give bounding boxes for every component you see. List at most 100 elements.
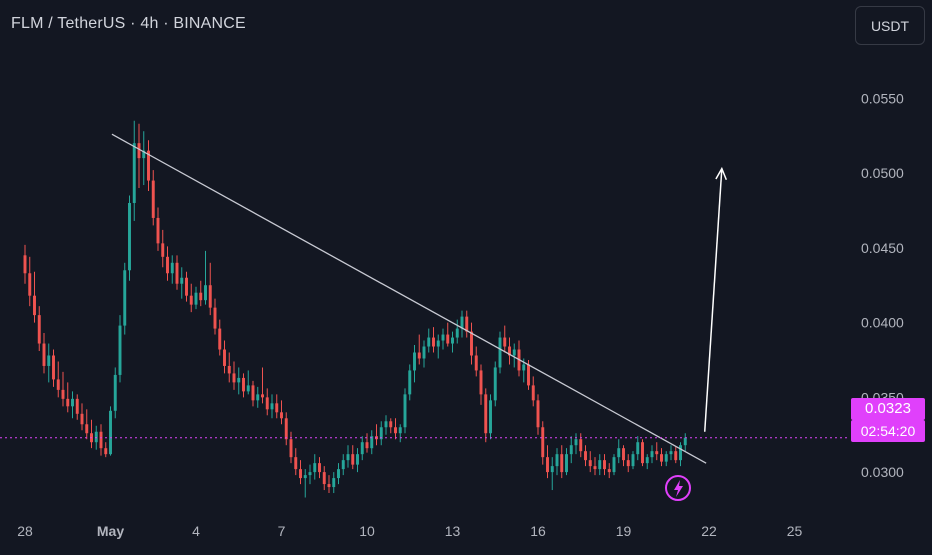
candle <box>441 328 445 350</box>
candle <box>33 271 36 323</box>
candle <box>470 322 473 365</box>
candle <box>109 406 112 456</box>
candle <box>128 195 131 281</box>
candle <box>337 463 340 485</box>
candle <box>313 454 317 480</box>
candle <box>61 371 65 407</box>
candle <box>683 433 687 452</box>
candle <box>536 394 540 435</box>
candle <box>237 367 241 395</box>
candle <box>42 333 46 374</box>
candle <box>166 246 169 281</box>
candle <box>508 337 511 365</box>
candle <box>603 454 606 476</box>
breakout-arrow[interactable] <box>703 166 728 432</box>
candle <box>123 262 127 335</box>
candle <box>90 419 93 449</box>
candle <box>28 256 32 307</box>
candle <box>617 439 621 464</box>
candle <box>674 446 678 464</box>
candle <box>180 267 184 299</box>
candle <box>574 433 578 455</box>
candle <box>408 364 412 401</box>
candle <box>204 250 207 305</box>
candle <box>99 424 103 456</box>
candle <box>194 286 198 310</box>
candle <box>327 475 331 494</box>
current-price-tag: 0.0323 <box>851 398 925 420</box>
candle <box>113 367 117 419</box>
candle <box>299 460 302 485</box>
candle <box>375 424 378 446</box>
candle <box>23 244 27 284</box>
candle <box>280 400 283 425</box>
candles <box>23 120 687 498</box>
candle <box>565 448 568 476</box>
candle <box>679 442 682 467</box>
candle <box>318 457 321 479</box>
candle <box>474 346 478 377</box>
candle <box>607 463 611 479</box>
candle <box>432 327 435 353</box>
candle <box>199 280 203 307</box>
candle <box>655 442 659 461</box>
candle <box>493 361 497 407</box>
candle <box>560 445 564 479</box>
candle <box>550 457 554 491</box>
candle <box>189 283 193 313</box>
alert-icon[interactable] <box>665 475 691 501</box>
x-tick-label: 22 <box>701 523 717 539</box>
currency-button[interactable]: USDT <box>855 6 925 45</box>
candle <box>584 445 587 467</box>
candle <box>389 418 393 434</box>
candle <box>208 262 212 316</box>
candle <box>261 367 264 404</box>
candle <box>370 430 374 455</box>
candle <box>422 340 426 368</box>
candle <box>645 454 649 470</box>
trendline[interactable] <box>111 133 707 464</box>
candle <box>588 451 592 473</box>
candle <box>489 394 492 440</box>
x-tick-label: 10 <box>359 523 375 539</box>
candle <box>531 376 535 407</box>
candle <box>232 361 236 390</box>
candle <box>427 328 431 353</box>
candle <box>546 445 549 479</box>
candle <box>555 448 559 476</box>
candle <box>626 454 630 473</box>
candle <box>465 310 469 338</box>
candle <box>104 442 108 458</box>
x-tick-label: May <box>97 523 124 539</box>
candle <box>161 229 165 268</box>
candle <box>403 388 407 434</box>
candle <box>322 466 326 491</box>
candle <box>356 448 359 473</box>
candle <box>346 445 350 468</box>
candle <box>227 352 231 383</box>
candle <box>541 421 545 465</box>
candle <box>213 298 217 335</box>
candle <box>436 334 440 359</box>
candle <box>579 433 583 458</box>
candle <box>137 123 141 189</box>
candle <box>270 394 274 419</box>
candle <box>303 469 307 498</box>
candle <box>185 271 188 302</box>
candle <box>460 310 464 338</box>
candle <box>365 433 369 453</box>
candle <box>512 343 516 368</box>
candle <box>71 391 74 419</box>
candle <box>484 388 488 443</box>
candle <box>289 431 293 464</box>
y-tick-label: 0.0450 <box>861 240 904 256</box>
candle <box>379 421 383 446</box>
x-tick-label: 19 <box>616 523 632 539</box>
candle <box>251 380 255 407</box>
candle <box>631 451 635 470</box>
candle <box>332 472 336 494</box>
y-tick-label: 0.0400 <box>861 315 904 331</box>
